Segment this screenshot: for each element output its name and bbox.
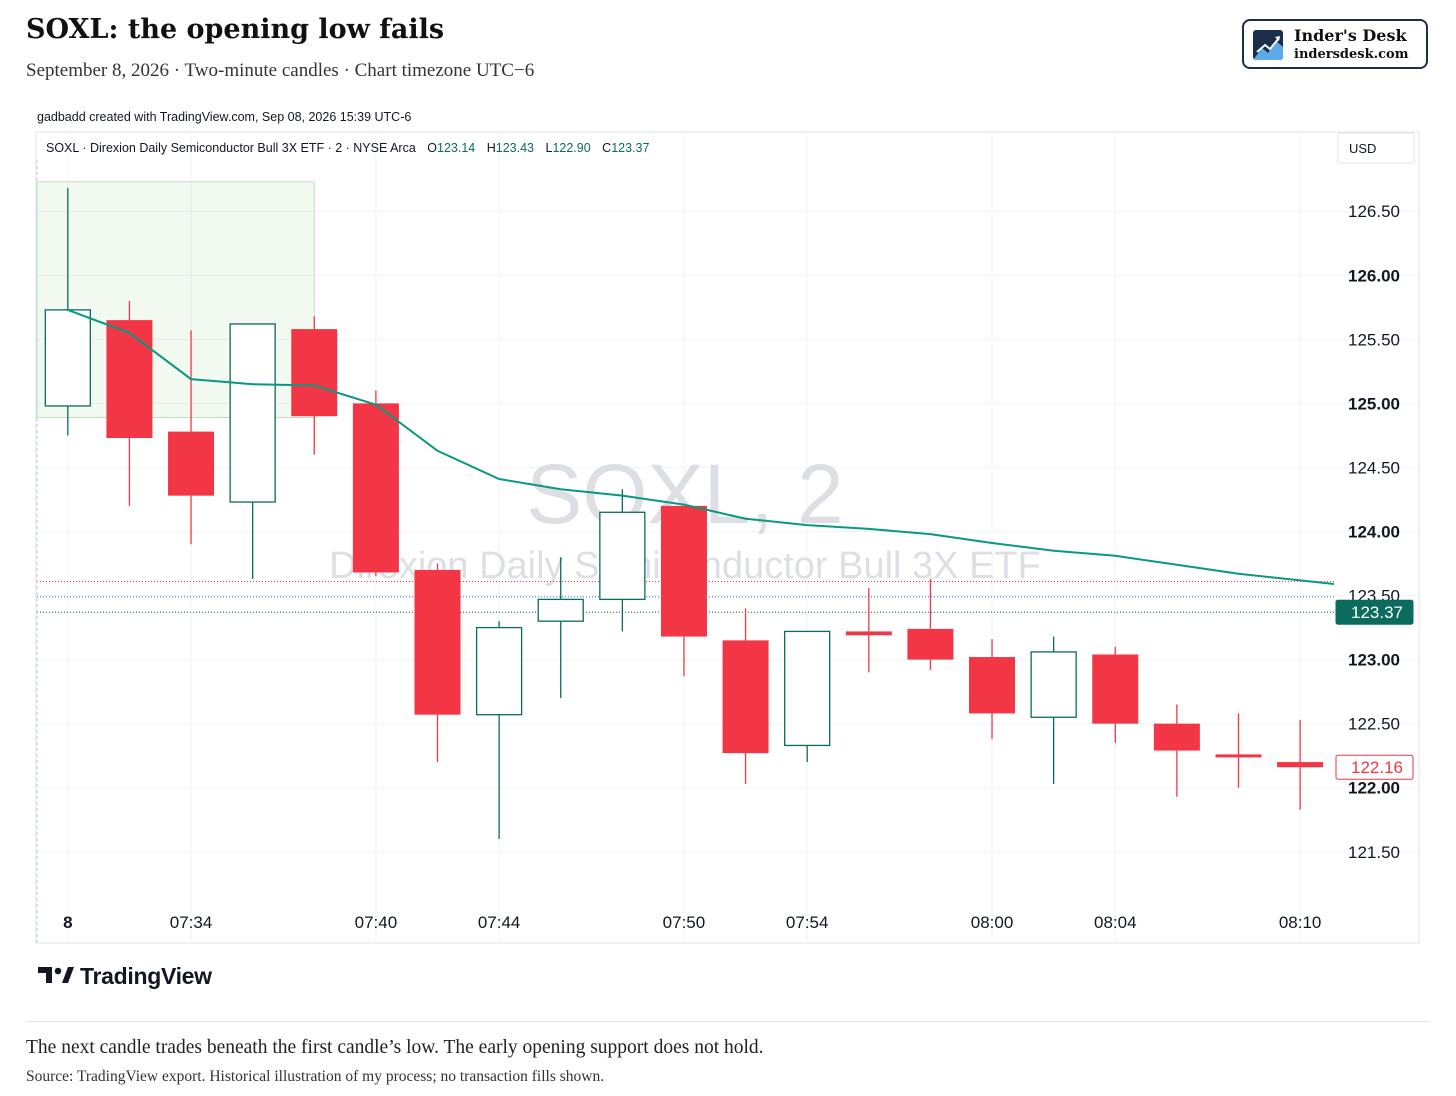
- page-subtitle: September 8, 2026 · Two-minute candles ·…: [26, 60, 535, 81]
- x-tick-label: 07:44: [478, 913, 521, 932]
- candles-layer: [44, 188, 1324, 839]
- price-tag-label: 123.37: [1351, 603, 1403, 622]
- candle-body: [106, 320, 153, 438]
- chart-legend: SOXL · Direxion Daily Semiconductor Bull…: [46, 141, 649, 155]
- moving-average-line: [67, 308, 1335, 585]
- candle-body: [168, 431, 215, 496]
- x-tick-label: 07:54: [786, 913, 829, 932]
- legend-symbol: SOXL · Direxion Daily Semiconductor Bull…: [46, 141, 416, 155]
- currency-label: USD: [1349, 141, 1376, 156]
- moving-average-layer: [67, 308, 1335, 585]
- legend-high-label: H: [487, 141, 496, 155]
- candle-body: [845, 631, 892, 636]
- y-tick-label: 124.50: [1348, 458, 1400, 477]
- brand-badge[interactable]: Inder's Desk indersdesk.com: [1242, 19, 1428, 69]
- candle-body: [660, 505, 707, 637]
- candle-body: [784, 630, 831, 747]
- y-axis: 126.50 126.00 125.50 125.00 124.50 124.00 123.…: [1348, 202, 1400, 862]
- y-tick-label: 124.00: [1348, 523, 1400, 542]
- price-tag: [1335, 754, 1414, 780]
- x-tick-label: 8: [63, 913, 72, 932]
- candle-body: [1092, 654, 1139, 724]
- brand-name: Inder's Desk: [1294, 26, 1407, 45]
- y-tick-label: 122.50: [1348, 715, 1400, 734]
- candlestick-chart[interactable]: SOXL, 2 Direxion Daily Semiconductor Bul…: [0, 0, 1456, 1000]
- candle-body: [229, 323, 276, 503]
- candle-body: [475, 626, 523, 716]
- brand-logo-icon: [1253, 30, 1283, 60]
- legend-close-value: 123.37: [611, 141, 649, 155]
- legend-high-value: 123.43: [496, 141, 534, 155]
- page-title: SOXL: the opening low fails: [26, 14, 445, 45]
- source-note: Source: TradingView export. Historical i…: [26, 1068, 605, 1085]
- candle-body: [1030, 651, 1077, 718]
- x-tick-label: 08:10: [1279, 913, 1322, 932]
- y-tick-label: 126.00: [1348, 266, 1400, 285]
- chart-caption: The next candle trades beneath the first…: [26, 1037, 764, 1058]
- candle-body: [599, 511, 646, 601]
- candle-body: [1277, 762, 1324, 768]
- tradingview-wordmark: TradingView: [80, 963, 212, 989]
- price-tags-layer: 123.37 122.16: [1335, 599, 1414, 780]
- price-tag: [1335, 599, 1414, 625]
- x-tick-label: 07:40: [355, 913, 398, 932]
- candle-body: [44, 309, 91, 407]
- candle-body: [907, 628, 954, 660]
- brand-url: indersdesk.com: [1294, 47, 1409, 62]
- x-tick-label: 07:34: [170, 913, 213, 932]
- chart-frame: [35, 131, 1420, 944]
- candle-body: [537, 598, 584, 622]
- candle-body: [291, 329, 338, 417]
- y-tick-label: 126.50: [1348, 202, 1400, 221]
- candle-body: [1215, 754, 1262, 758]
- x-axis: 8 07:34 07:40 07:44 07:50 07:54 08:00 08:04 08:1…: [63, 913, 1321, 932]
- x-tick-label: 08:04: [1094, 913, 1137, 932]
- candle-body: [414, 569, 461, 715]
- y-tick-label: 125.00: [1348, 394, 1400, 413]
- currency-button[interactable]: [1337, 132, 1415, 164]
- candle-body: [352, 403, 399, 573]
- candle-body: [722, 640, 769, 754]
- legend-close-label: C: [602, 141, 611, 155]
- x-tick-label: 08:00: [971, 913, 1014, 932]
- tradingview-logo-icon: [38, 967, 74, 983]
- x-tick-label: 07:50: [663, 913, 706, 932]
- chart-credit: gadbadd created with TradingView.com, Se…: [37, 110, 412, 124]
- legend-open-value: 123.14: [437, 141, 475, 155]
- footer-divider: [26, 1021, 1430, 1022]
- legend-low-value: 122.90: [552, 141, 590, 155]
- candle-body: [1153, 723, 1200, 751]
- candle-body: [969, 657, 1016, 714]
- y-tick-label: 123.00: [1348, 651, 1400, 670]
- legend-open-label: O: [427, 141, 437, 155]
- price-tag-label: 122.16: [1351, 758, 1403, 777]
- y-tick-label: 121.50: [1348, 843, 1400, 862]
- y-tick-label: 122.00: [1348, 779, 1400, 798]
- legend-low-label: L: [546, 141, 553, 155]
- y-tick-label: 125.50: [1348, 330, 1400, 349]
